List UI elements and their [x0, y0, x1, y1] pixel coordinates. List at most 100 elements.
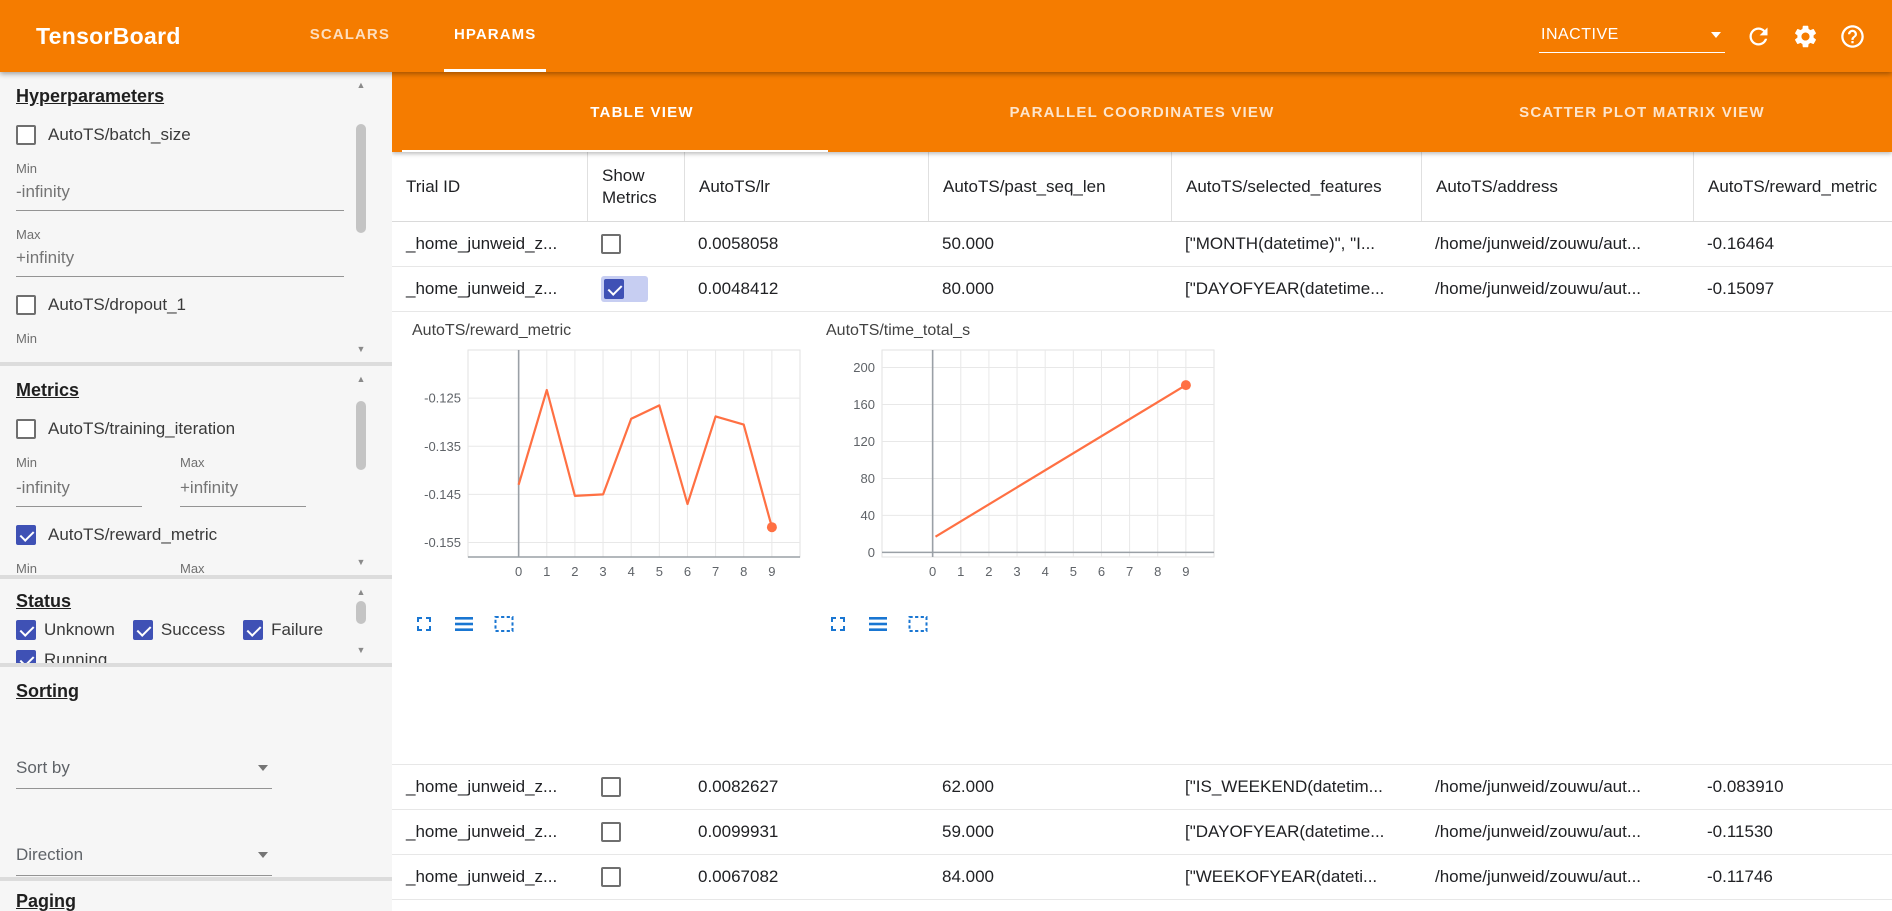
tab-parallel-coordinates-view[interactable]: PARALLEL COORDINATES VIEW — [1009, 103, 1275, 121]
tab-table-view[interactable]: TABLE VIEW — [392, 72, 892, 152]
svg-text:3: 3 — [1013, 564, 1020, 579]
cell-show-metrics — [587, 222, 684, 266]
cell-show-metrics — [587, 765, 684, 809]
table-header: Trial ID Show Metrics AutoTS/lr AutoTS/p… — [392, 152, 1892, 222]
scrollbar-thumb[interactable] — [356, 123, 366, 234]
svg-text:1: 1 — [543, 564, 550, 579]
cell-trial-id: _home_junweid_z... — [406, 234, 558, 253]
sidebar-section-status: Status Unknown Success Failure R — [0, 579, 392, 663]
status-success-checkbox[interactable] — [132, 620, 153, 640]
col-lr: AutoTS/lr — [684, 152, 928, 221]
topbar-tabs: SCALARS HPARAMS — [278, 0, 569, 72]
metric-reward-metric-row[interactable]: AutoTS/reward_metric — [16, 525, 344, 545]
show-metrics-checkbox[interactable] — [601, 822, 621, 842]
section-scrollbar[interactable]: ▲ ▼ — [354, 587, 368, 655]
cell-lr: 0.0048412 — [698, 279, 779, 298]
cell-past-seq-len: 59.000 — [942, 822, 994, 841]
tab-scatter-plot-matrix-view[interactable]: SCATTER PLOT MATRIX VIEW — [1519, 103, 1765, 121]
help-icon[interactable] — [1839, 23, 1866, 50]
reload-icon[interactable] — [1745, 23, 1772, 50]
section-scrollbar[interactable]: ▲ ▼ — [354, 374, 368, 567]
scroll-down-icon[interactable]: ▼ — [356, 645, 366, 655]
view-tabs: TABLE VIEW PARALLEL COORDINATES VIEW SCA… — [392, 72, 1892, 152]
table-row[interactable]: _home_junweid_z... 0.0058058 50.000 ["MO… — [392, 222, 1892, 267]
svg-text:80: 80 — [861, 471, 875, 486]
svg-text:6: 6 — [1098, 564, 1105, 579]
fullscreen-icon[interactable] — [826, 612, 850, 636]
metric-training-iteration-row[interactable]: AutoTS/training_iteration — [16, 419, 344, 439]
status-failure[interactable]: Failure — [243, 620, 323, 640]
reward-metric-line-chart[interactable]: 0 1 2 3 4 5 6 7 8 9 -0.125 -0.135 -0.145 -0.155 — [410, 342, 810, 587]
status-running[interactable]: Running — [16, 650, 107, 663]
svg-text:4: 4 — [1042, 564, 1049, 579]
chevron-down-icon — [1711, 31, 1721, 38]
time-total-line-chart[interactable]: 0 1 2 3 4 5 6 7 8 9 0 40 80 120 160 200 — [824, 342, 1224, 587]
fullscreen-icon[interactable] — [412, 612, 436, 636]
sort-by-label: Sort by — [16, 758, 70, 777]
direction-select[interactable]: Direction — [16, 837, 272, 876]
chart-title: AutoTS/time_total_s — [826, 322, 971, 339]
hparam-dropout-row[interactable]: AutoTS/dropout_1 — [16, 295, 344, 315]
status-unknown-label: Unknown — [44, 620, 115, 639]
show-metrics-checkbox[interactable] — [601, 867, 621, 887]
min-input[interactable]: -infinity — [16, 176, 344, 211]
scroll-up-icon[interactable]: ▲ — [356, 587, 366, 597]
show-metrics-checkbox[interactable] — [604, 279, 624, 299]
sidebar-section-hyperparameters: Hyperparameters AutoTS/batch_size Min -i… — [0, 72, 392, 362]
status-running-checkbox[interactable] — [16, 650, 36, 663]
min-input[interactable]: -infinity — [16, 472, 142, 507]
col-show-metrics: Show Metrics — [587, 152, 684, 221]
metric-reward-metric-checkbox[interactable] — [16, 525, 36, 545]
min-label: Min — [16, 455, 37, 470]
hparam-batch-size-checkbox[interactable] — [16, 125, 36, 145]
show-metrics-checkbox[interactable] — [601, 234, 621, 254]
table-row[interactable]: _home_junweid_z... 0.0099931 59.000 ["DA… — [392, 810, 1892, 855]
scroll-down-icon[interactable]: ▼ — [356, 557, 366, 567]
svg-text:-0.135: -0.135 — [424, 439, 461, 454]
svg-text:6: 6 — [684, 564, 691, 579]
overview-lines-icon[interactable] — [452, 612, 476, 636]
svg-text:9: 9 — [768, 564, 775, 579]
svg-text:160: 160 — [853, 397, 875, 412]
cell-reward-metric: -0.083910 — [1707, 777, 1784, 796]
cell-selected-features: ["DAYOFYEAR(datetime... — [1185, 279, 1385, 298]
hparam-batch-size-row[interactable]: AutoTS/batch_size — [16, 125, 344, 145]
run-status-dropdown[interactable]: INACTIVE — [1539, 20, 1725, 53]
status-heading: Status — [16, 591, 72, 611]
status-failure-checkbox[interactable] — [243, 620, 264, 640]
table-row[interactable]: _home_junweid_z... 0.0082627 62.000 ["IS… — [392, 765, 1892, 810]
topbar-actions: INACTIVE — [1539, 0, 1892, 72]
metric-training-iteration-checkbox[interactable] — [16, 419, 36, 439]
scrollbar-thumb[interactable] — [356, 600, 366, 624]
section-scrollbar[interactable]: ▲ ▼ — [354, 80, 368, 354]
dashed-selection-box-icon[interactable] — [492, 612, 516, 636]
chart-title: AutoTS/reward_metric — [412, 322, 572, 339]
svg-text:3: 3 — [599, 564, 606, 579]
dashed-selection-box-icon[interactable] — [906, 612, 930, 636]
status-unknown[interactable]: Unknown — [16, 620, 115, 640]
scroll-up-icon[interactable]: ▲ — [356, 80, 366, 90]
sort-by-select[interactable]: Sort by — [16, 750, 272, 789]
scroll-up-icon[interactable]: ▲ — [356, 374, 366, 384]
max-input[interactable]: +infinity — [180, 472, 306, 507]
sidebar-section-metrics: Metrics AutoTS/training_iteration Min Ma… — [0, 366, 392, 575]
max-input[interactable]: +infinity — [16, 242, 344, 277]
tab-hparams[interactable]: HPARAMS — [443, 0, 547, 72]
hparam-dropout-checkbox[interactable] — [16, 295, 36, 315]
status-success[interactable]: Success — [132, 620, 225, 640]
settings-gear-icon[interactable] — [1792, 23, 1819, 50]
scrollbar-thumb[interactable] — [356, 401, 366, 471]
tab-scalars[interactable]: SCALARS — [309, 26, 390, 43]
status-unknown-checkbox[interactable] — [16, 620, 36, 640]
cell-address: /home/junweid/zouwu/aut... — [1435, 234, 1642, 253]
table-row[interactable]: _home_junweid_z... 0.0067082 84.000 ["WE… — [392, 855, 1892, 900]
col-selected-features: AutoTS/selected_features — [1171, 152, 1421, 221]
overview-lines-icon[interactable] — [866, 612, 890, 636]
chart-actions — [826, 612, 1224, 636]
svg-text:0: 0 — [868, 545, 875, 560]
scroll-down-icon[interactable]: ▼ — [356, 344, 366, 354]
table-row[interactable]: _home_junweid_z... 0.0048412 80.000 ["DA… — [392, 267, 1892, 312]
svg-text:2: 2 — [571, 564, 578, 579]
cell-reward-metric: -0.15097 — [1707, 279, 1775, 298]
show-metrics-checkbox[interactable] — [601, 777, 621, 797]
